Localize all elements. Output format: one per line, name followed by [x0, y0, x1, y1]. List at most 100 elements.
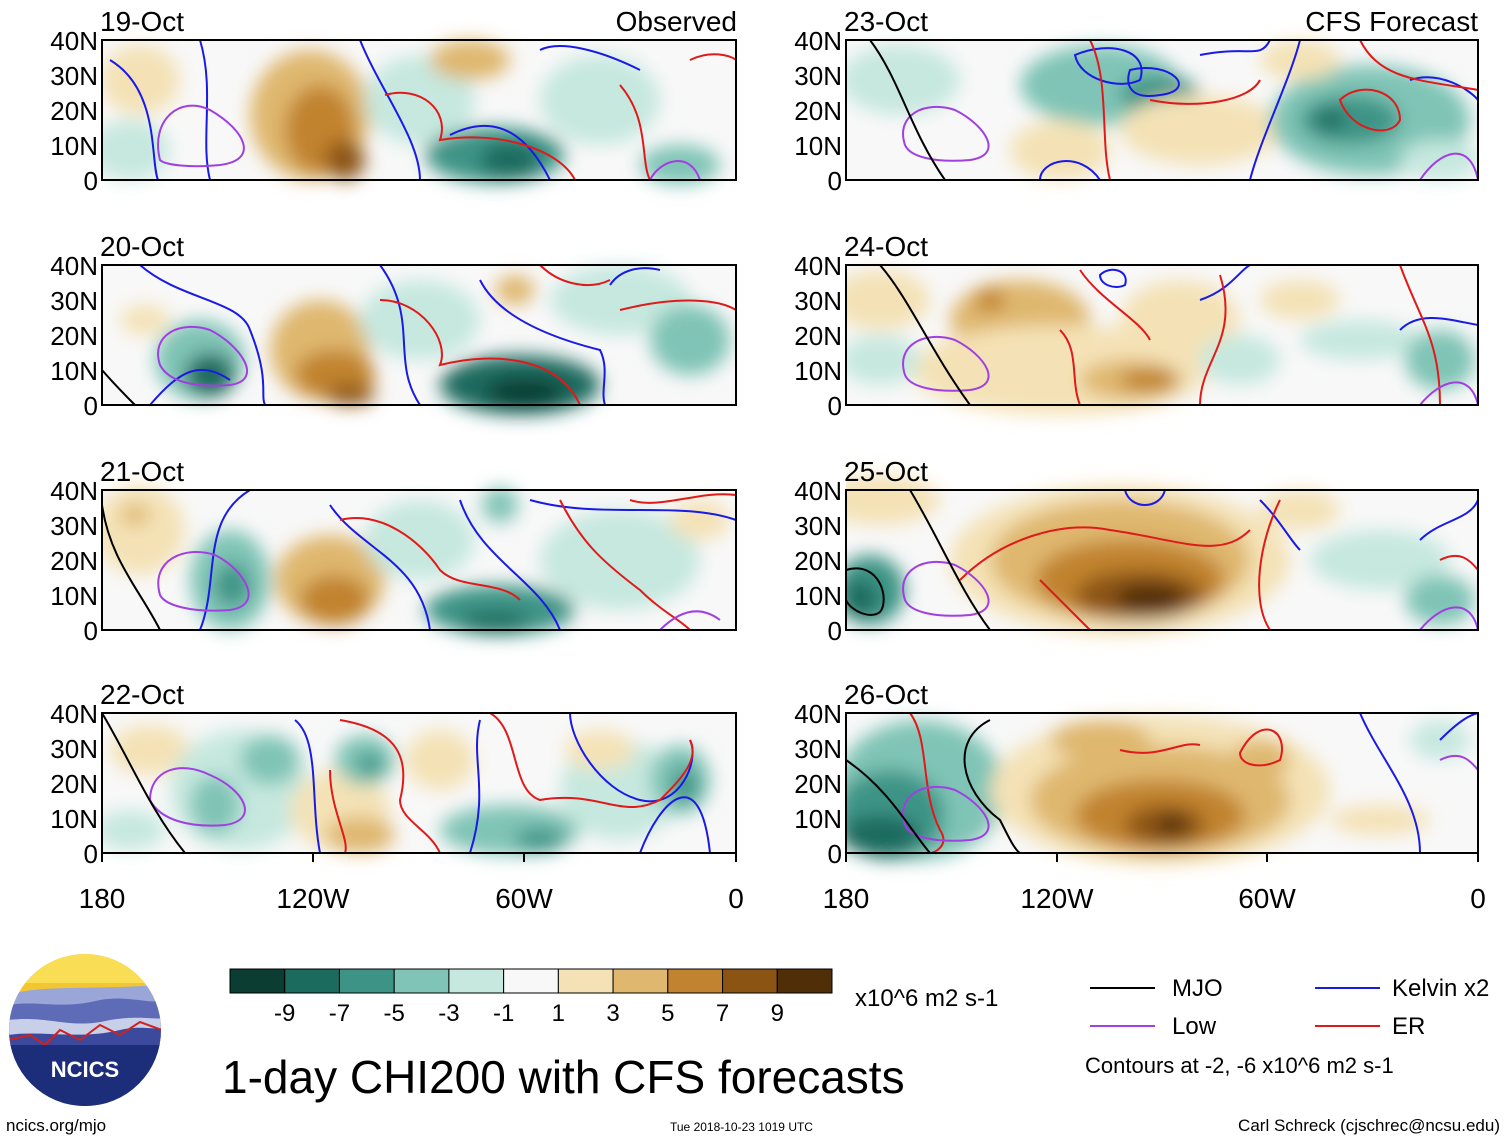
- svg-text:60W: 60W: [1238, 883, 1296, 914]
- svg-text:20N: 20N: [50, 321, 98, 351]
- figure-title: 1-day CHI200 with CFS forecasts: [222, 1051, 905, 1103]
- colorbar-swatch: [338, 968, 395, 994]
- svg-text:30N: 30N: [794, 286, 842, 316]
- panel-19-oct: [102, 39, 737, 185]
- svg-text:10N: 10N: [50, 804, 98, 834]
- svg-text:0: 0: [828, 391, 842, 421]
- panel-date-22-oct: 22-Oct: [100, 679, 184, 710]
- colorbar-tick-label: 3: [606, 1000, 619, 1027]
- svg-text:180: 180: [823, 883, 870, 914]
- colorbar-swatch: [284, 968, 340, 994]
- svg-text:10N: 10N: [50, 131, 98, 161]
- panel-23-oct: [846, 39, 1479, 181]
- svg-text:20N: 20N: [794, 769, 842, 799]
- footer-author: Carl Schreck (cjschrec@ncsu.edu): [1238, 1116, 1500, 1135]
- panel-20-oct: [101, 264, 737, 415]
- svg-text:0: 0: [728, 883, 744, 914]
- svg-text:30N: 30N: [794, 511, 842, 541]
- svg-text:20N: 20N: [794, 546, 842, 576]
- colorbar-tick-label: -5: [384, 1000, 405, 1027]
- svg-text:40N: 40N: [50, 251, 98, 281]
- colorbar: [229, 968, 833, 994]
- x-ticks-left: 180 120W 60W 0: [79, 883, 744, 914]
- svg-text:60W: 60W: [495, 883, 553, 914]
- svg-text:20N: 20N: [794, 96, 842, 126]
- svg-text:40N: 40N: [50, 26, 98, 56]
- legend-low-label: Low: [1172, 1013, 1217, 1040]
- legend: MJO Kelvin x2 Low ER: [1090, 975, 1489, 1040]
- colorbar-swatch: [557, 968, 614, 994]
- panel-date-26-oct: 26-Oct: [844, 679, 928, 710]
- colorbar-swatch: [722, 968, 778, 994]
- svg-text:40N: 40N: [794, 476, 842, 506]
- y-ticks-row-4: 40N 30N 20N 10N 0 40N 30N 20N 10N 0: [50, 699, 842, 869]
- legend-kelvin-label: Kelvin x2: [1392, 975, 1489, 1002]
- panel-date-21-oct: 21-Oct: [100, 456, 184, 487]
- svg-text:10N: 10N: [50, 356, 98, 386]
- svg-text:180: 180: [79, 883, 126, 914]
- colorbar-tick-label: 5: [661, 1000, 674, 1027]
- svg-text:0: 0: [84, 616, 98, 646]
- observed-header: Observed: [616, 6, 737, 37]
- colorbar-swatch: [448, 968, 505, 994]
- svg-text:0: 0: [84, 166, 98, 196]
- colorbar-swatch: [612, 968, 669, 994]
- svg-text:30N: 30N: [50, 511, 98, 541]
- svg-text:0: 0: [1470, 883, 1486, 914]
- colorbar-swatch: [229, 968, 286, 994]
- colorbar-swatch: [503, 968, 559, 994]
- svg-text:120W: 120W: [1020, 883, 1094, 914]
- svg-text:30N: 30N: [50, 734, 98, 764]
- colorbar-swatch: [776, 968, 833, 994]
- colorbar-tick-label: -9: [274, 1000, 295, 1027]
- svg-text:30N: 30N: [50, 286, 98, 316]
- colorbar-tick-label: 1: [552, 1000, 565, 1027]
- svg-text:40N: 40N: [50, 476, 98, 506]
- colorbar-tick-label: -1: [493, 1000, 514, 1027]
- svg-text:20N: 20N: [50, 546, 98, 576]
- svg-text:40N: 40N: [50, 699, 98, 729]
- svg-text:0: 0: [84, 839, 98, 869]
- colorbar-labels: -9 -7 -5 -3 -1 1 3 5 7 9: [274, 1000, 784, 1027]
- svg-text:40N: 40N: [794, 699, 842, 729]
- svg-text:0: 0: [828, 166, 842, 196]
- colorbar-tick-label: 7: [716, 1000, 729, 1027]
- colorbar-tick-label: 9: [771, 1000, 784, 1027]
- panel-date-24-oct: 24-Oct: [844, 231, 928, 262]
- svg-text:10N: 10N: [794, 804, 842, 834]
- panel-date-25-oct: 25-Oct: [844, 456, 928, 487]
- svg-text:120W: 120W: [276, 883, 350, 914]
- panel-22-oct: [101, 712, 736, 855]
- y-ticks-row-2: 40N 30N 20N 10N 0 40N 30N 20N 10N 0: [50, 251, 842, 421]
- cfs-forecast-header: CFS Forecast: [1305, 6, 1478, 37]
- svg-text:40N: 40N: [794, 251, 842, 281]
- panel-24-oct: [846, 264, 1479, 415]
- panel-25-oct: [845, 475, 1479, 635]
- svg-text:20N: 20N: [794, 321, 842, 351]
- svg-text:0: 0: [828, 616, 842, 646]
- svg-text:20N: 20N: [50, 96, 98, 126]
- legend-er-label: ER: [1392, 1013, 1425, 1040]
- y-ticks-row-3: 40N 30N 20N 10N 0 40N 30N 20N 10N 0: [50, 476, 842, 646]
- svg-text:30N: 30N: [50, 61, 98, 91]
- svg-text:0: 0: [84, 391, 98, 421]
- panel-date-20-oct: 20-Oct: [100, 231, 184, 262]
- svg-text:10N: 10N: [794, 131, 842, 161]
- svg-text:20N: 20N: [50, 769, 98, 799]
- colorbar-units: x10^6 m2 s-1: [855, 985, 999, 1012]
- svg-text:10N: 10N: [50, 581, 98, 611]
- colorbar-tick-label: -7: [329, 1000, 350, 1027]
- panel-26-oct: [845, 712, 1479, 865]
- panel-21-oct: [101, 485, 737, 635]
- footer-timestamp: Tue 2018-10-23 1019 UTC: [670, 1120, 813, 1134]
- svg-text:40N: 40N: [794, 26, 842, 56]
- footer-website[interactable]: ncics.org/mjo: [6, 1116, 107, 1135]
- svg-text:10N: 10N: [794, 581, 842, 611]
- colorbar-swatch: [393, 968, 450, 994]
- legend-mjo-label: MJO: [1172, 975, 1223, 1002]
- colorbar-tick-label: -3: [438, 1000, 459, 1027]
- svg-text:0: 0: [828, 839, 842, 869]
- x-ticks-right: 180 120W 60W 0: [823, 883, 1486, 914]
- svg-text:30N: 30N: [794, 61, 842, 91]
